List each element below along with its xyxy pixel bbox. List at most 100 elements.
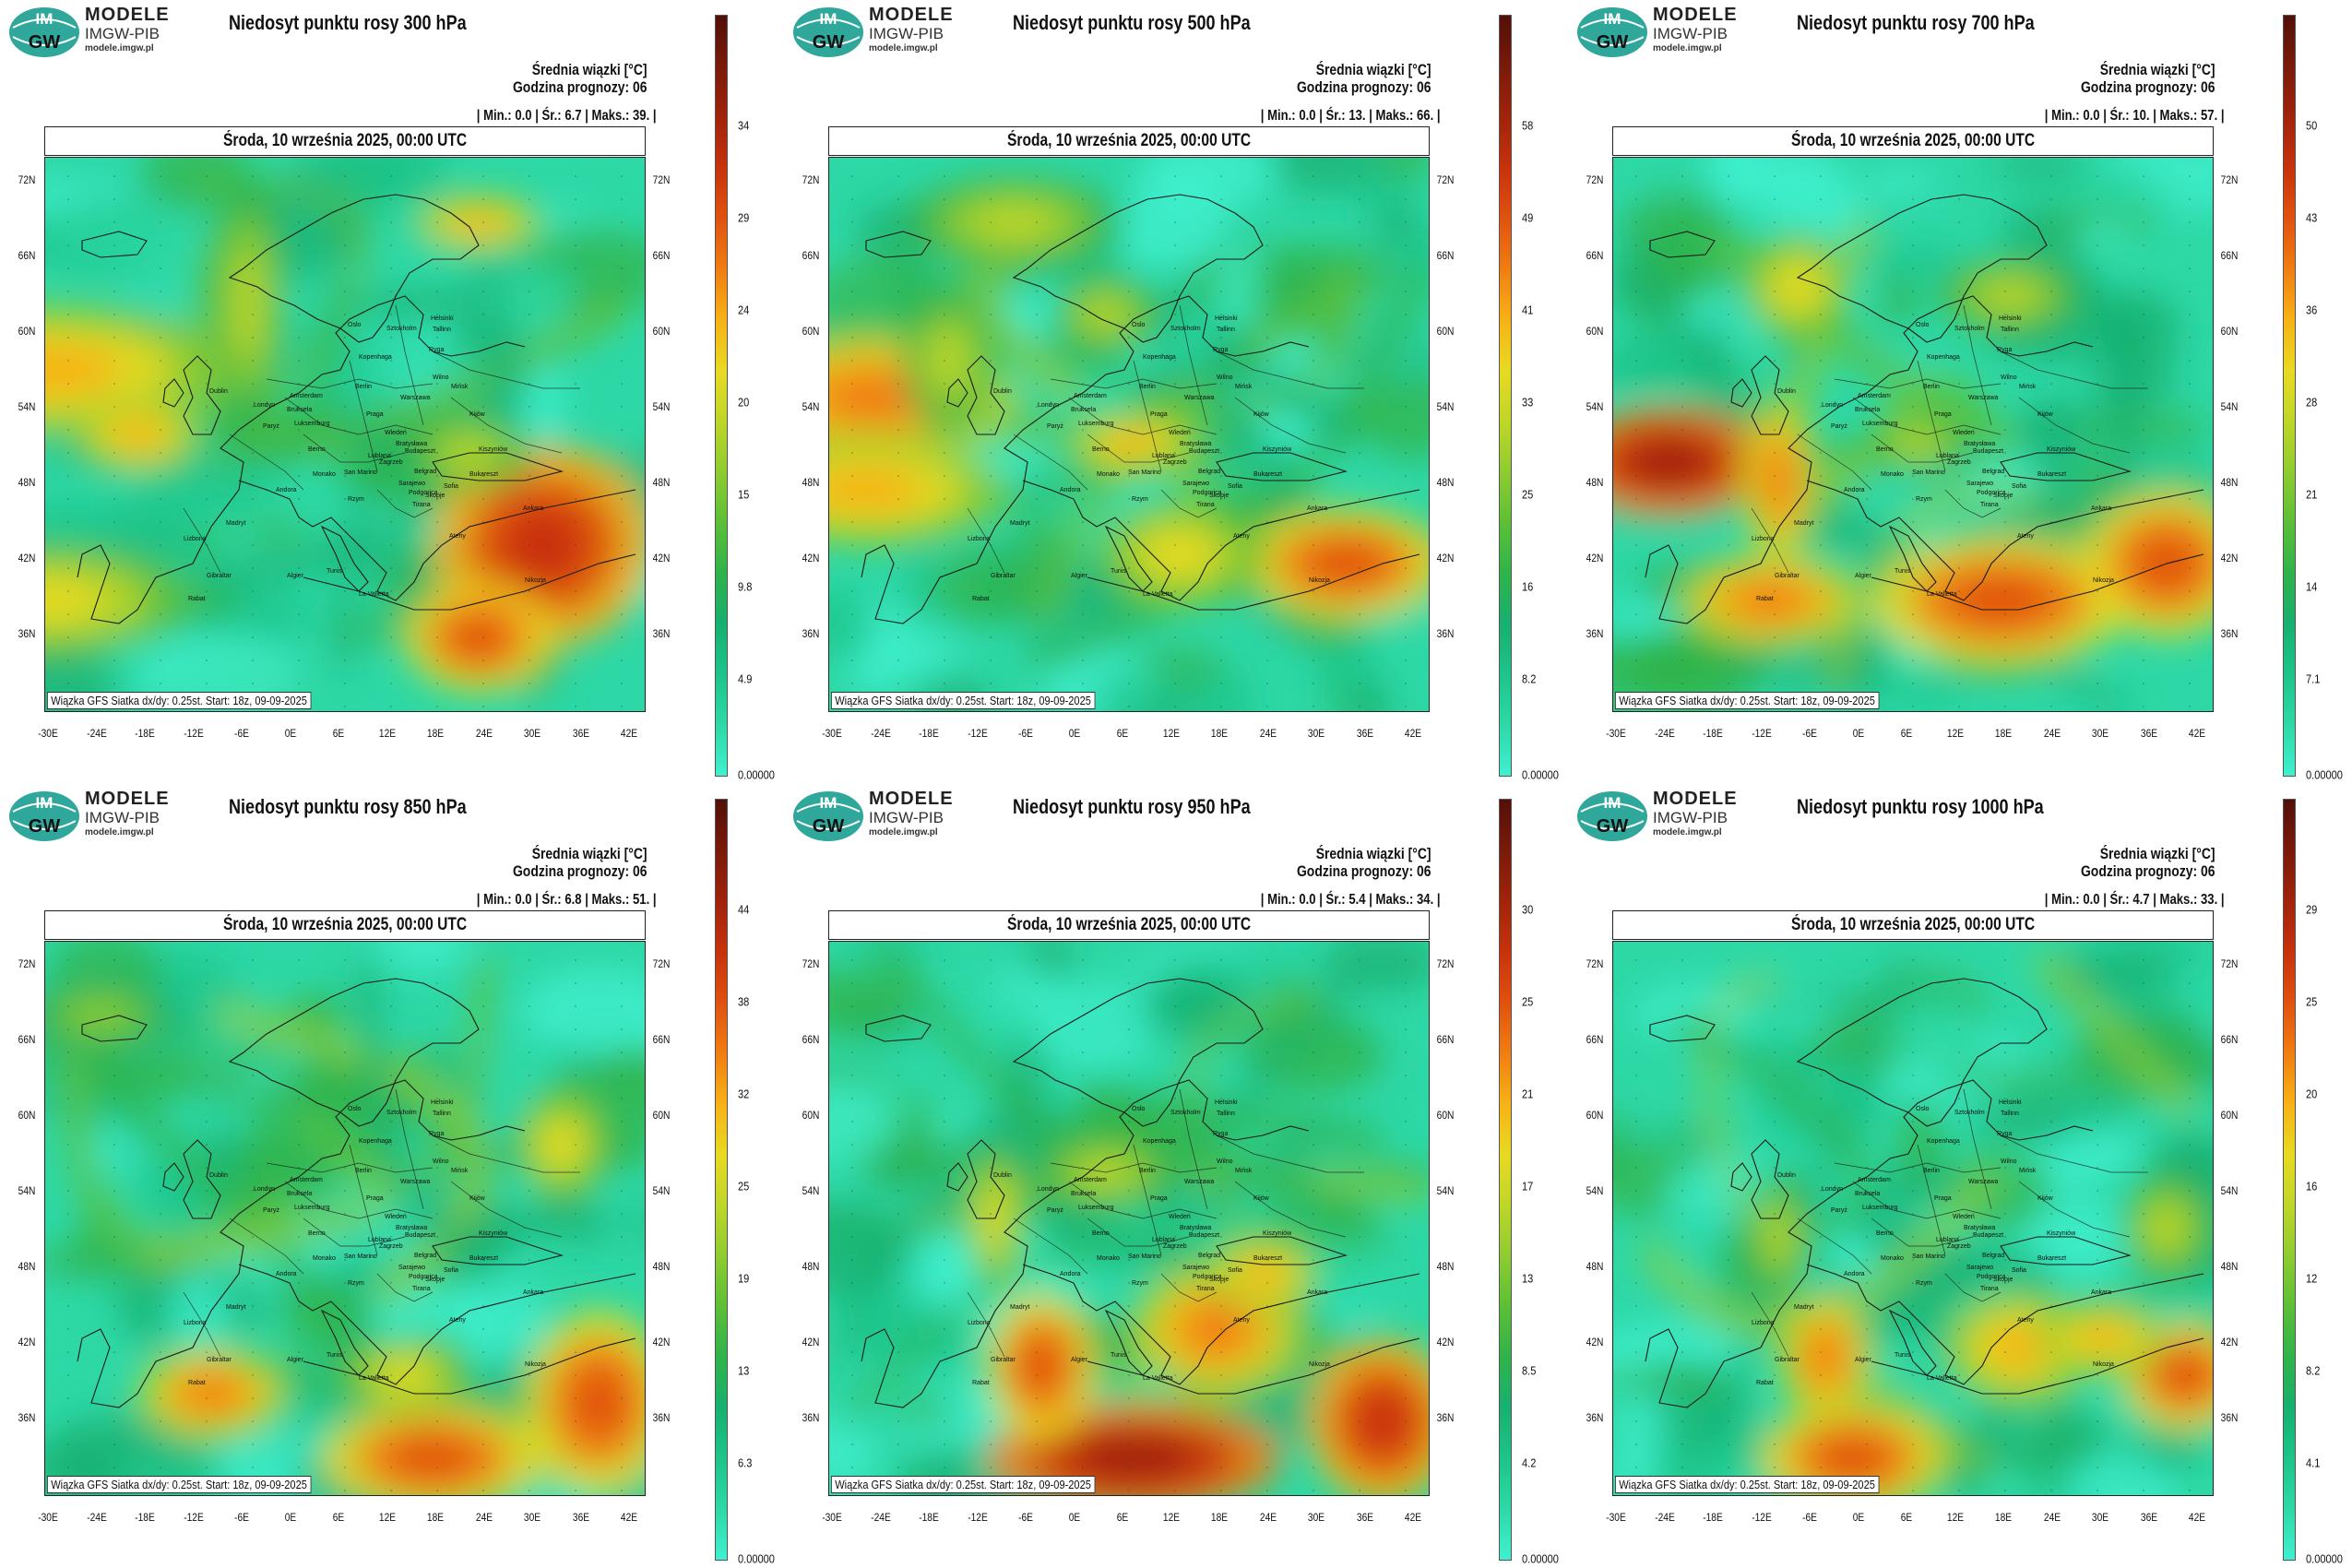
color-scale-tick: 41 [1522,303,1534,317]
latitude-label: 48N [802,1260,820,1273]
longitude-label: 18E [426,1511,445,1524]
latitude-label: 72N [1586,173,1604,186]
brand-text: IMGW-PIB [1653,25,1728,42]
city-label: Madryt [226,1304,245,1311]
city-label: Budapeszt [1189,1232,1219,1239]
color-scale-tick: 8.2 [1522,671,1537,686]
city-label: Bruksela [1855,1191,1880,1197]
color-scale-tick: 9.8 [738,579,753,594]
brand-block: MODELE IMGW-PIB modele.imgw.pl [869,790,954,837]
brand-text: IMGW-PIB [85,25,160,42]
city-label: Algier [1855,573,1872,579]
color-scale-tick: 7.1 [2306,671,2321,686]
color-scale-tick: 0.00000 [2306,1551,2343,1566]
longitude-label: 42E [620,727,638,740]
longitude-label: -6E [234,727,249,740]
latitude-label: 36N [802,627,820,640]
panel-title: Niedosyt punktu rosy 300 hPa [229,11,467,34]
latitude-label: 60N [18,325,36,338]
longitude-label: 30E [1307,727,1325,740]
city-label: Tirana [1980,502,1999,508]
city-label: Lublana [1936,1237,1959,1243]
city-label: Berlin [1923,1168,1940,1174]
longitude-label: 36E [572,727,589,740]
city-label: Oslo [1132,1106,1146,1112]
longitude-label: -12E [1751,727,1772,740]
avg-label: Średnia wiązki [°C] [532,61,647,78]
color-scale-tick: 16 [2306,1179,2318,1194]
stats-line: | Min.: 0.0 | Śr.: 13. | Maks.: 66. | [1261,108,1441,124]
city-label: Sarajewo [1182,481,1209,487]
latitude-label: 66N [1586,249,1604,262]
latitude-label: 60N [1586,1109,1604,1122]
city-label: Kiszyniów [1263,446,1292,453]
brand-text: modele.imgw.pl [1653,43,1722,53]
latitude-label: 48N [1436,1260,1455,1273]
latitude-label: 60N [18,1109,36,1122]
latitude-label: 36N [2220,1411,2239,1424]
longitude-label: -24E [1654,727,1675,740]
forecast-panel: IM GW MODELE IMGW-PIB modele.imgw.pl Niedosyt… [1568,0,2352,784]
imgw-logo: IM GW [791,790,865,848]
city-label: Tallinn [1217,1111,1235,1117]
brand-text: MODELE [1653,5,1738,25]
city-label: Bratysława [1964,441,1995,447]
longitude-label: -18E [135,727,155,740]
panel-title: Niedosyt punktu rosy 850 hPa [229,795,467,818]
longitude-label: -6E [1018,1511,1033,1524]
city-label: Praga [1150,1195,1168,1202]
brand-text: modele.imgw.pl [1653,827,1722,837]
forecast-map: Oslo Sztokholm Helsinki Tallinn Ryga Wilno Miń… [1612,941,2214,1496]
city-label: Kiszyniów [2047,1230,2076,1237]
city-label: Ateny [2017,1317,2034,1324]
city-label: San Marino [344,469,377,476]
brand-text: IMGW-PIB [1653,809,1728,826]
longitude-label: 6E [1900,727,1913,740]
city-label: Nikozja [525,577,546,584]
city-label: Budapeszt [1973,1232,2003,1239]
date-bar: Środa, 10 września 2025, 00:00 UTC [44,910,646,940]
run-footer: Wiązka GFS Siatka dx/dy: 0.25st. Start: … [831,692,1096,709]
city-label: Rzym [348,496,364,503]
city-label: Podgorica [1193,490,1222,496]
latitude-label: 42N [18,1336,36,1348]
city-label: Helsinki [1999,315,2022,322]
forecast-panel: IM GW MODELE IMGW-PIB modele.imgw.pl Niedosyt… [0,0,784,784]
city-label: La Valletta [1927,591,1957,598]
latitude-label: 42N [802,552,820,564]
color-scale [1499,799,1512,1561]
longitude-label: -24E [870,727,891,740]
longitude-label: -30E [1606,1511,1626,1524]
city-label: Oslo [1916,1106,1930,1112]
city-label: Bruksela [1855,407,1880,413]
longitude-label: 36E [1356,727,1373,740]
city-label: Rzym [1916,1280,1932,1287]
city-label: Belgrad [1198,469,1220,475]
city-label: Berlin [355,384,372,390]
city-label: Madryt [1010,520,1029,527]
latitude-label: 66N [2220,1033,2239,1046]
panel-info: Średnia wiązki [°C] Godzina prognozy: 06 [2081,845,2215,880]
longitude-label: 36E [572,1511,589,1524]
run-footer: Wiązka GFS Siatka dx/dy: 0.25st. Start: … [1615,692,1880,709]
longitude-label: 18E [1210,727,1229,740]
date-bar: Środa, 10 września 2025, 00:00 UTC [1612,910,2214,940]
color-scale-tick: 30 [1522,902,1534,917]
latitude-label: 72N [1436,173,1455,186]
color-scale-tick: 43 [2306,210,2318,225]
avg-label: Średnia wiązki [°C] [2100,845,2215,862]
longitude-label: -30E [1606,727,1626,740]
avg-label: Średnia wiązki [°C] [1316,61,1431,78]
date-bar: Środa, 10 września 2025, 00:00 UTC [828,910,1430,940]
city-label: Amsterdam [1858,1177,1891,1183]
longitude-label: 30E [2091,727,2109,740]
latitude-label: 54N [652,400,671,413]
forecast-map: Oslo Sztokholm Helsinki Tallinn Ryga Wilno Miń… [828,157,1430,712]
city-label: Wilno [1217,1158,1233,1165]
brand-text: modele.imgw.pl [85,827,154,837]
color-scale-tick: 17 [1522,1179,1534,1194]
city-label: Nikozja [2093,1361,2114,1368]
latitude-label: 42N [652,552,671,564]
latitude-label: 66N [18,249,36,262]
city-label: Budapeszt [1973,448,2003,455]
